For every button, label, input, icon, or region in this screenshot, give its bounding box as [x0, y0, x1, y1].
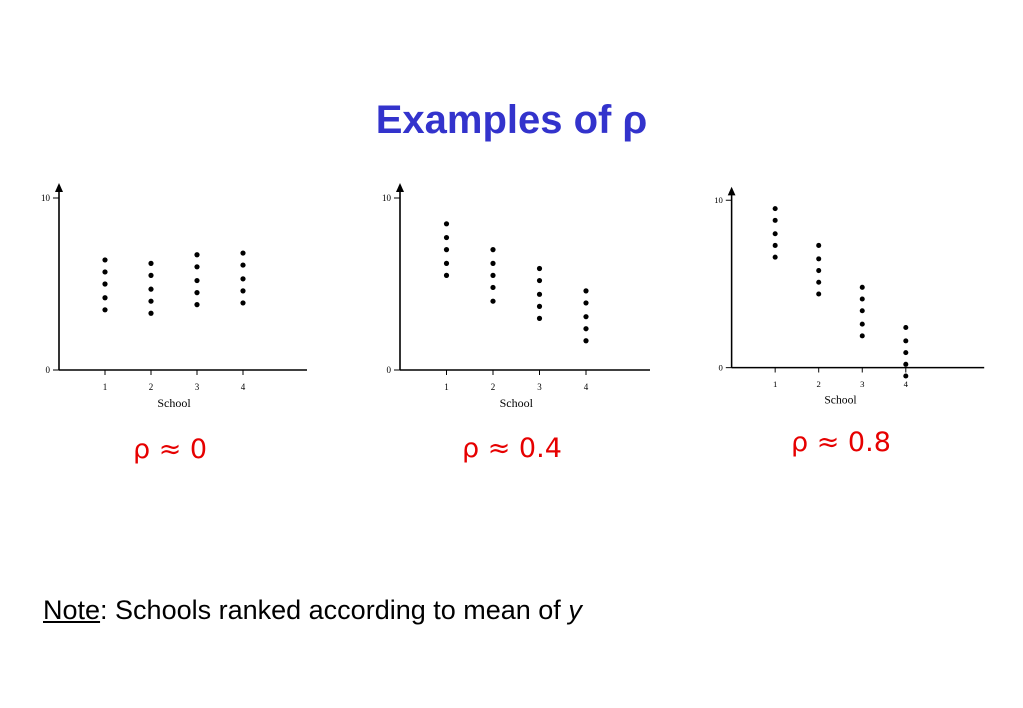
y-tick-label: 0	[719, 363, 724, 373]
data-point	[583, 338, 589, 344]
data-point	[102, 257, 108, 263]
data-point	[536, 265, 543, 272]
data-point	[443, 272, 450, 278]
y-axis-arrow	[727, 186, 736, 196]
data-point	[859, 296, 865, 302]
data-point	[772, 217, 778, 223]
y-axis-arrow	[396, 183, 404, 192]
data-point	[490, 272, 496, 278]
x-tick-label: 4	[241, 382, 246, 392]
data-point	[816, 291, 822, 297]
data-point	[816, 268, 822, 274]
x-axis-label: School	[157, 396, 191, 410]
slide-title: Examples of ρ	[375, 98, 648, 142]
data-point	[816, 256, 822, 262]
data-point	[536, 291, 543, 297]
note-variable: y	[568, 595, 582, 625]
data-point	[102, 307, 108, 313]
data-point	[443, 234, 450, 241]
data-point	[443, 260, 450, 266]
data-point	[903, 373, 909, 379]
data-point	[536, 277, 543, 284]
data-point	[194, 264, 200, 270]
data-point	[772, 231, 778, 237]
data-point	[772, 242, 778, 248]
data-point	[148, 310, 154, 316]
data-point	[148, 272, 154, 278]
data-point	[240, 276, 246, 282]
x-tick-label: 4	[584, 382, 589, 392]
footnote: Note: Schools ranked according to mean o…	[43, 595, 582, 626]
rho-label-0-8: ρ ≈ 0.8	[791, 427, 891, 458]
data-point	[240, 250, 246, 256]
data-point	[490, 260, 496, 266]
y-tick-label: 0	[387, 365, 392, 375]
data-point	[194, 277, 200, 284]
y-tick-label: 10	[41, 193, 51, 203]
y-axis-arrow	[55, 183, 63, 192]
x-tick-label: 2	[149, 382, 154, 392]
y-tick-label: 10	[714, 195, 723, 205]
data-point	[443, 221, 450, 227]
data-point	[102, 269, 108, 275]
scatter-chart-rho-0-8: 0 10 1 2 3 4 School	[714, 186, 985, 406]
x-tick-label: 2	[491, 382, 496, 392]
x-tick-label: 1	[444, 382, 449, 392]
x-tick-label: 3	[860, 379, 864, 389]
data-point	[859, 308, 865, 314]
x-tick-label: 1	[103, 382, 108, 392]
x-tick-label: 4	[904, 379, 909, 389]
data-point	[903, 324, 909, 330]
data-point	[903, 338, 909, 344]
data-point	[240, 288, 246, 294]
data-point	[859, 333, 865, 339]
rho-label-0-4: ρ ≈ 0.4	[462, 433, 562, 464]
data-point	[772, 254, 778, 260]
data-point	[583, 300, 589, 306]
data-point	[583, 314, 589, 320]
note-text: : Schools ranked according to mean of	[100, 595, 569, 625]
note-word: Note	[43, 595, 101, 625]
data-point	[903, 361, 909, 367]
x-axis-label: School	[500, 396, 534, 410]
x-tick-label: 2	[817, 379, 821, 389]
scatter-chart-rho-0: 0 10 1 2 3 4 School	[41, 183, 307, 410]
data-point	[859, 284, 865, 290]
y-tick-label: 0	[46, 365, 51, 375]
y-tick-label: 10	[382, 193, 392, 203]
data-point	[816, 242, 822, 248]
data-point	[240, 300, 246, 306]
data-point	[443, 247, 450, 253]
data-point	[583, 288, 589, 294]
data-point	[148, 298, 154, 304]
x-tick-label: 1	[773, 379, 777, 389]
data-point	[490, 247, 496, 253]
data-point	[536, 315, 543, 321]
data-point	[194, 302, 200, 308]
data-point	[102, 295, 108, 301]
x-tick-label: 3	[195, 382, 200, 392]
data-point	[194, 252, 200, 258]
data-point	[536, 303, 543, 309]
data-point	[490, 298, 496, 304]
data-point	[148, 286, 154, 292]
data-point	[772, 206, 778, 212]
data-point	[148, 260, 154, 266]
x-tick-label: 3	[537, 382, 542, 392]
data-point	[490, 284, 496, 291]
rho-label-0: ρ ≈ 0	[133, 434, 208, 465]
data-point	[859, 321, 865, 327]
data-point	[583, 326, 589, 332]
data-point	[903, 350, 909, 356]
data-point	[194, 290, 200, 296]
data-point	[240, 262, 246, 268]
data-point	[102, 281, 108, 287]
data-point	[816, 279, 822, 285]
scatter-chart-rho-0-4: 0 10 1 2 3 4 School	[382, 183, 650, 410]
x-axis-label: School	[824, 393, 856, 406]
